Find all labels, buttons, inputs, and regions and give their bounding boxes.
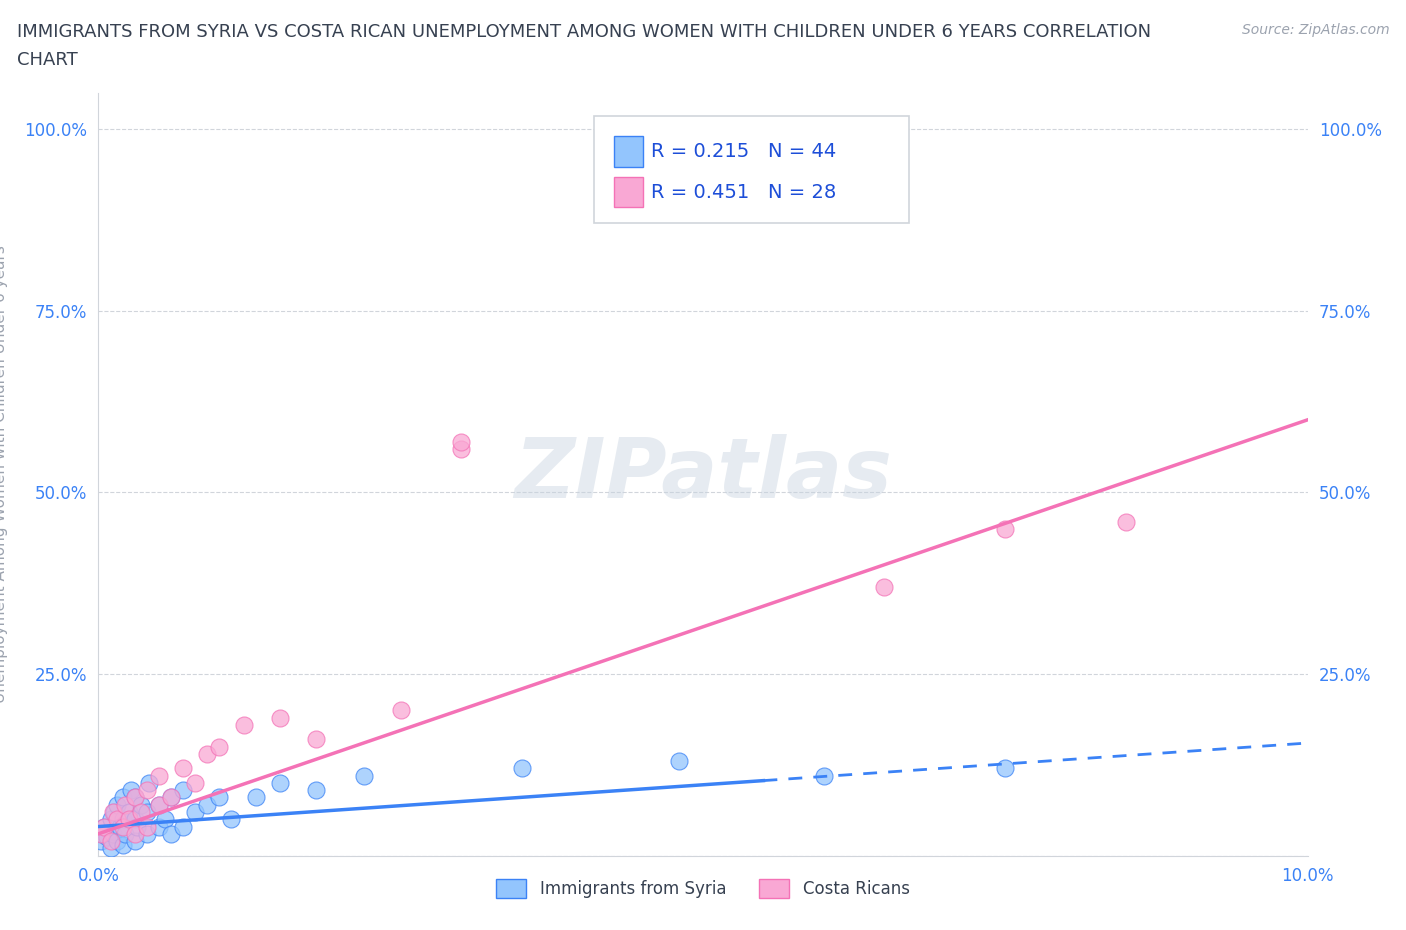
Point [124,790,146,805]
FancyBboxPatch shape [595,116,908,222]
Point [124,827,146,842]
Point [305,732,328,747]
Point [105,797,128,812]
Point [232,717,254,732]
Point [245,790,267,805]
Point [450,442,472,457]
Point [127,819,149,834]
Point [305,783,328,798]
Point [269,711,291,725]
Point [101,827,124,842]
Point [111,819,134,834]
Point [114,827,136,842]
Point [111,790,134,805]
Point [100,841,122,856]
Point [389,703,412,718]
Point [172,761,194,776]
Point [118,812,141,827]
Point [111,837,134,852]
Y-axis label: Unemployment Among Women with Children Under 6 years: Unemployment Among Women with Children U… [0,246,7,703]
Point [120,783,142,798]
Point [873,579,896,594]
Point [148,797,170,812]
Point [450,434,472,449]
Point [148,768,170,783]
Text: ZIPatlas: ZIPatlas [515,433,891,515]
Text: CHART: CHART [17,51,77,69]
Point [994,522,1017,537]
Point [160,790,183,805]
Point [172,783,194,798]
Point [160,827,183,842]
Point [129,797,152,812]
Point [160,790,183,805]
FancyBboxPatch shape [613,137,643,167]
Point [1115,514,1137,529]
Point [510,761,533,776]
Point [221,812,243,827]
Legend: Immigrants from Syria, Costa Ricans: Immigrants from Syria, Costa Ricans [489,872,917,905]
Text: R = 0.215   N = 44: R = 0.215 N = 44 [651,142,837,161]
Point [208,790,231,805]
Point [124,790,146,805]
Point [813,768,835,783]
Text: Source: ZipAtlas.com: Source: ZipAtlas.com [1241,23,1389,37]
Point [148,819,170,834]
FancyBboxPatch shape [613,177,643,207]
Point [135,804,157,819]
Point [148,797,170,812]
Point [195,747,218,762]
Point [153,812,176,827]
Point [101,804,124,819]
Point [353,768,375,783]
Point [135,827,157,842]
Point [103,804,125,819]
Point [100,812,122,827]
Point [100,833,122,848]
Point [108,819,131,834]
Point [111,812,134,827]
Point [668,753,690,768]
Point [114,797,136,812]
Point [172,819,194,834]
Point [135,819,157,834]
Point [184,804,207,819]
Point [269,776,291,790]
Point [138,776,160,790]
Text: R = 0.451   N = 28: R = 0.451 N = 28 [651,182,837,202]
Point [96,830,118,844]
Point [129,804,152,819]
Point [124,833,146,848]
Point [105,812,128,827]
Point [118,804,141,819]
Point [91,827,114,842]
Point [135,783,157,798]
Point [90,827,112,842]
Point [994,761,1017,776]
Point [195,797,218,812]
Text: IMMIGRANTS FROM SYRIA VS COSTA RICAN UNEMPLOYMENT AMONG WOMEN WITH CHILDREN UNDE: IMMIGRANTS FROM SYRIA VS COSTA RICAN UNE… [17,23,1152,41]
Point [124,812,146,827]
Point [93,819,115,834]
Point [105,833,128,848]
Point [90,833,112,848]
Point [184,776,207,790]
Point [93,819,115,834]
Point [208,739,231,754]
